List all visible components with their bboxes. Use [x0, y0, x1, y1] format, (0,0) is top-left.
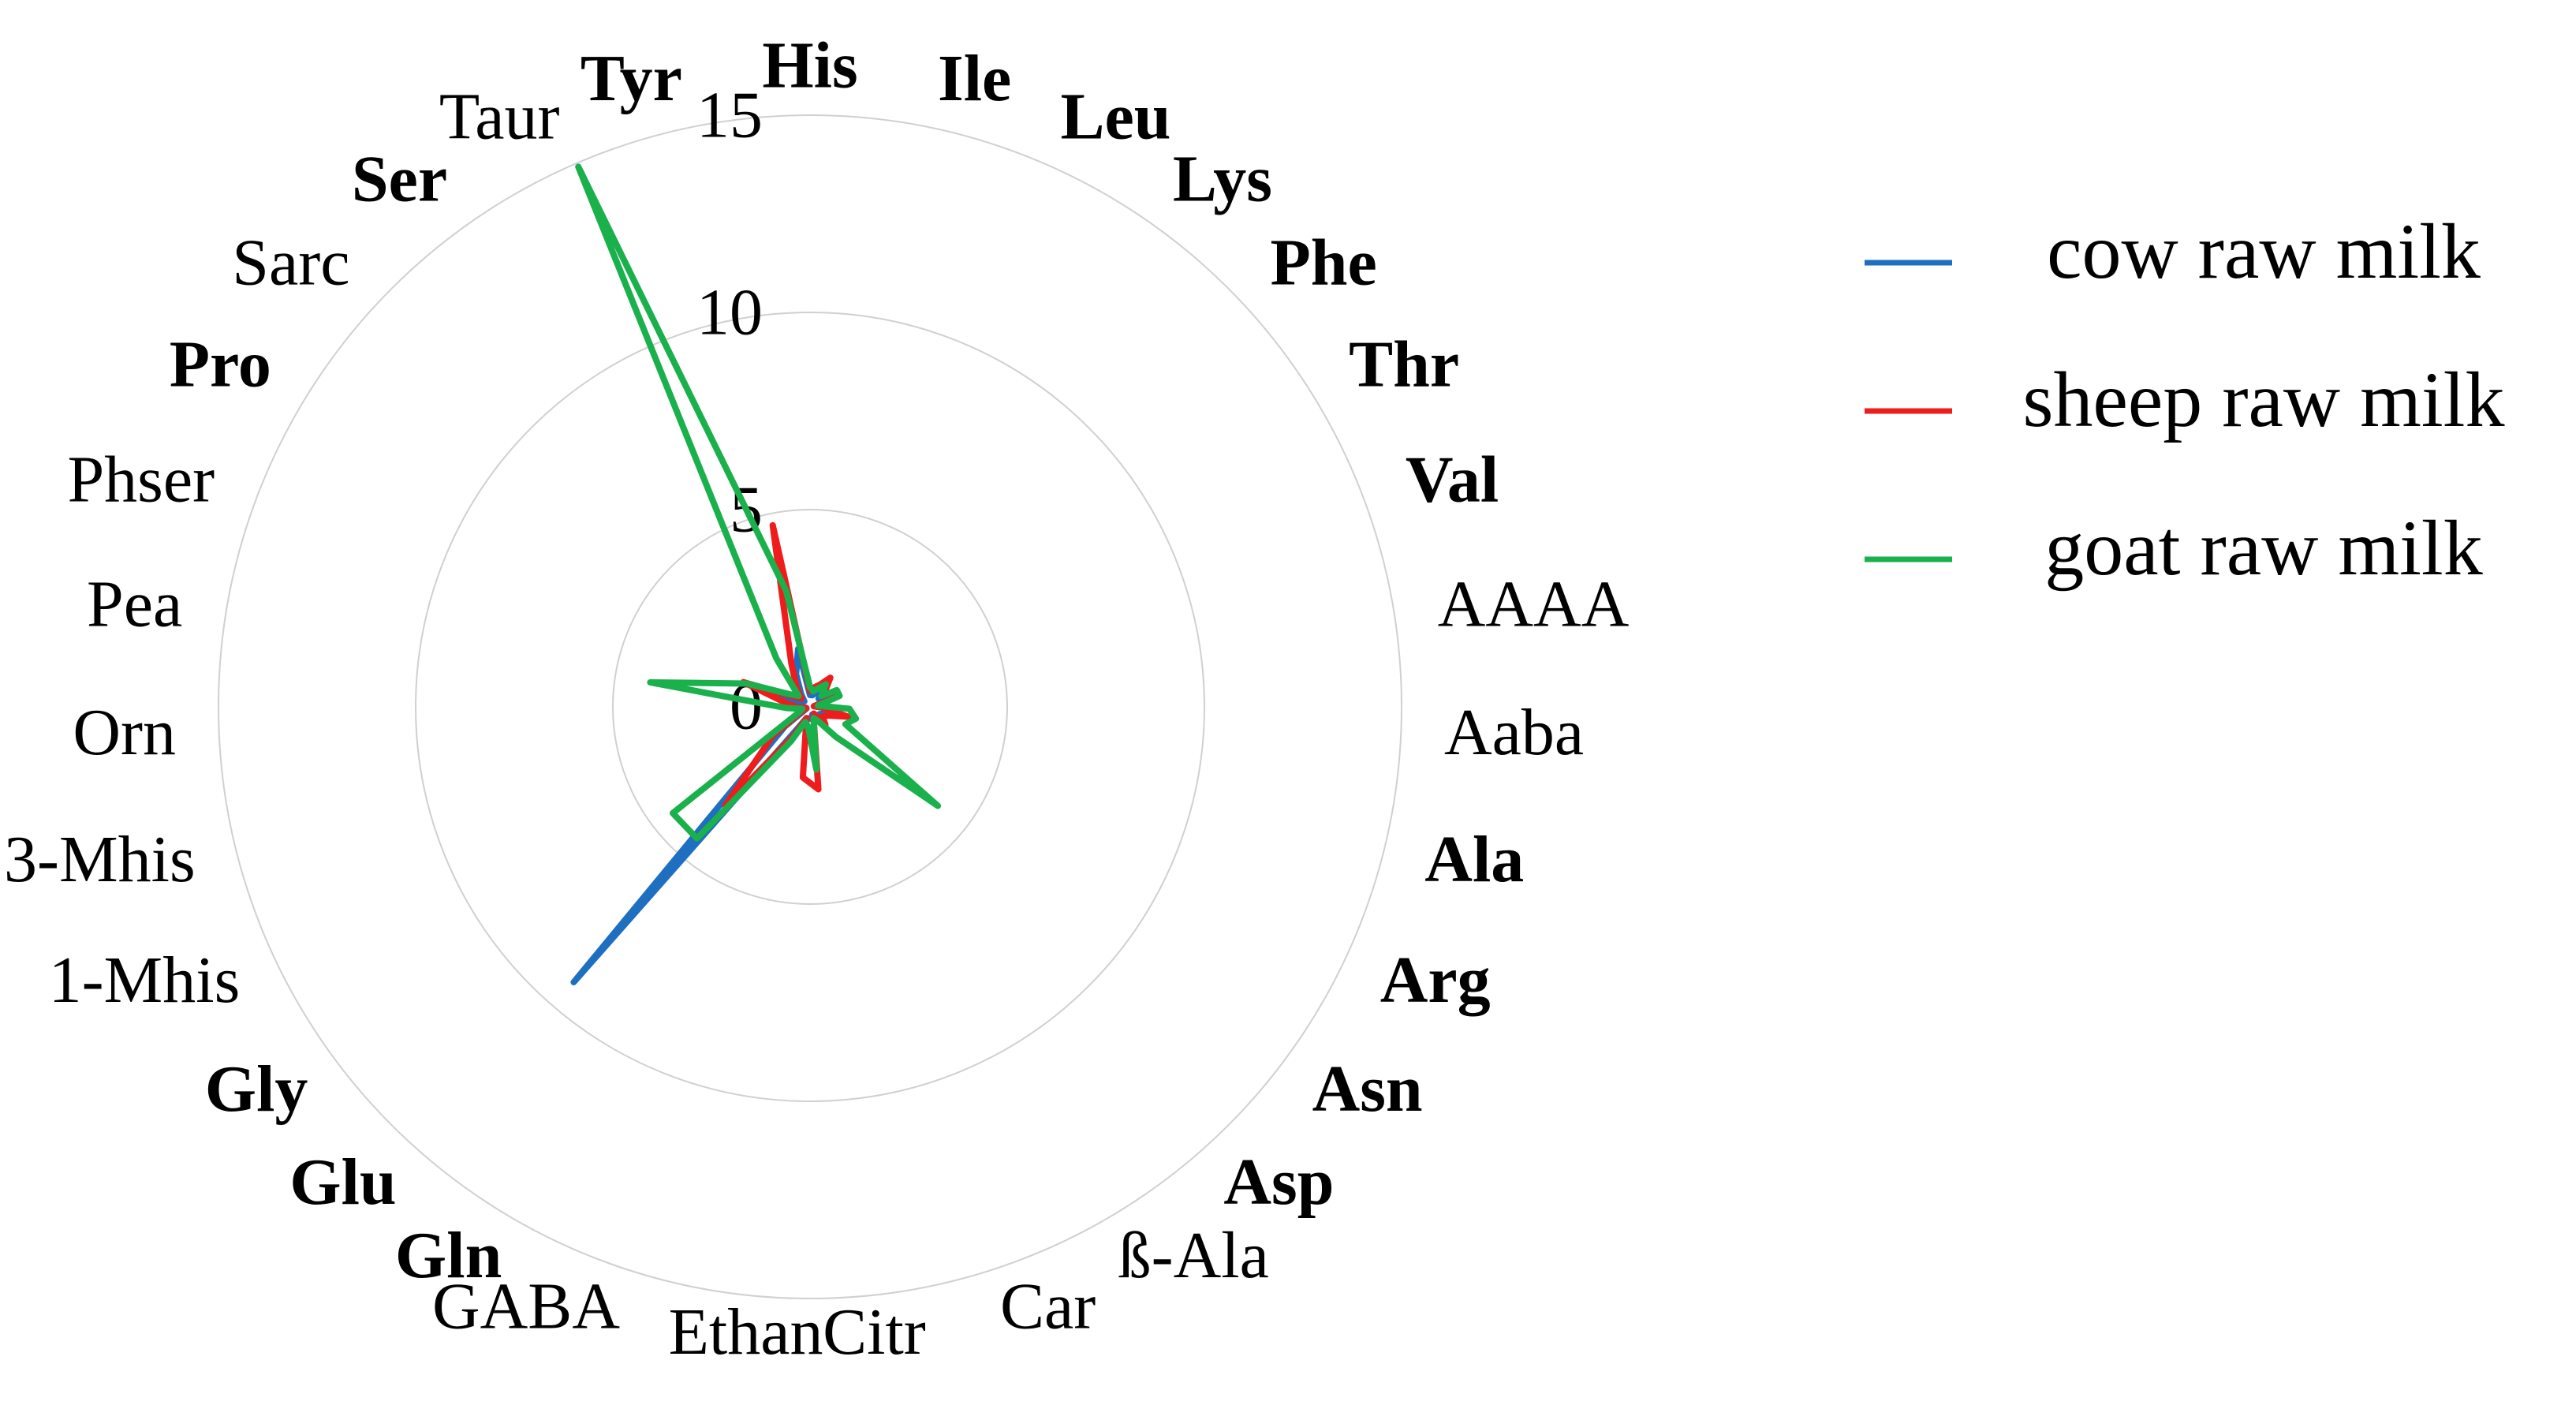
- category-label: Arg: [1380, 944, 1491, 1017]
- category-label: Gln: [395, 1219, 502, 1292]
- category-label: Phe: [1270, 226, 1376, 300]
- category-label: Glu: [289, 1145, 396, 1219]
- category-label: Pea: [87, 567, 182, 641]
- r-tick-label: 10: [696, 275, 763, 349]
- category-label: Taur: [439, 80, 560, 154]
- category-label: Asp: [1223, 1145, 1334, 1219]
- category-label: Orn: [73, 696, 176, 769]
- category-label: Gly: [205, 1052, 308, 1126]
- category-label: His: [762, 28, 857, 102]
- grid-ring: [612, 509, 1008, 905]
- category-label: Car: [1000, 1269, 1096, 1343]
- category-label: Aaba: [1444, 696, 1584, 769]
- category-label: Sarc: [232, 226, 349, 300]
- category-label: Tyr: [581, 42, 682, 115]
- category-label: Val: [1406, 443, 1499, 517]
- legend-label: sheep raw milk: [2023, 356, 2505, 443]
- series-line: [575, 163, 942, 842]
- grid-ring: [218, 114, 1402, 1299]
- category-label: Asn: [1312, 1052, 1423, 1126]
- category-label: 3-Mhis: [4, 823, 196, 896]
- r-tick-label: 15: [696, 78, 763, 151]
- legend-label: goat raw milk: [2044, 504, 2482, 592]
- category-label: Citr: [823, 1295, 926, 1369]
- category-label: 1-Mhis: [49, 944, 241, 1017]
- category-label: Ser: [352, 143, 447, 216]
- category-label: GABA: [432, 1269, 620, 1343]
- category-label: Ethan: [669, 1295, 823, 1369]
- grid-ring: [415, 312, 1205, 1102]
- category-label: Leu: [1060, 80, 1170, 154]
- category-label: AAAA: [1438, 567, 1630, 641]
- category-label: Pro: [170, 327, 271, 401]
- category-label: Phser: [67, 443, 215, 517]
- category-label: Lys: [1173, 143, 1272, 216]
- legend-label: cow raw milk: [2047, 207, 2481, 295]
- category-label: Ile: [938, 42, 1011, 115]
- category-label: ß-Ala: [1118, 1219, 1269, 1292]
- series-line: [722, 521, 852, 809]
- category-label: Thr: [1349, 327, 1459, 401]
- category-label: Ala: [1424, 823, 1524, 896]
